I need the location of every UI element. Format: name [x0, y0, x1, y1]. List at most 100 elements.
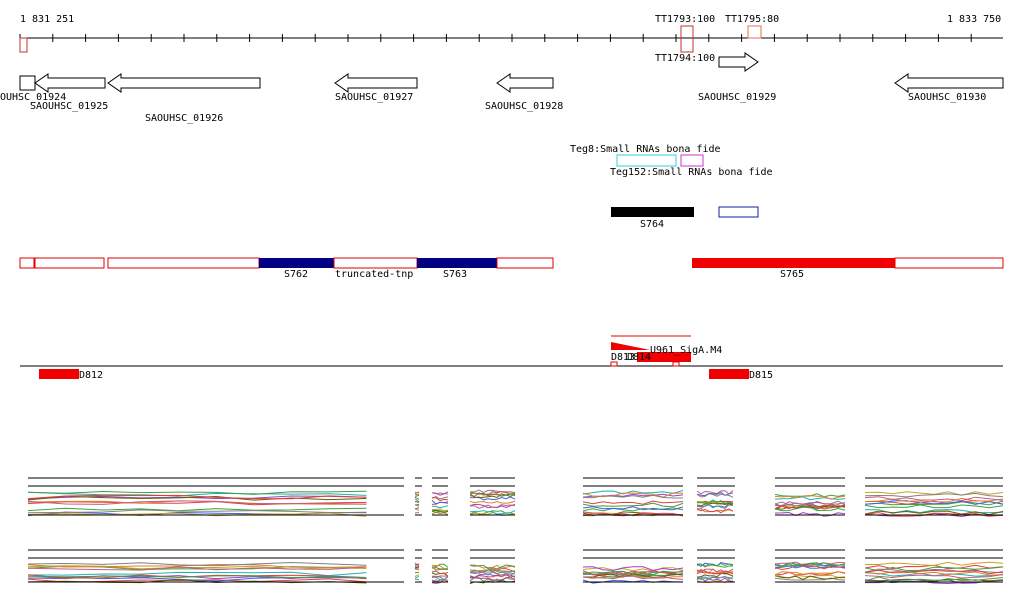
gene	[19, 75, 36, 91]
track-trace	[431, 511, 449, 516]
segment-label: truncated-tnp	[335, 269, 413, 280]
track-trace	[414, 575, 420, 579]
track-trace	[582, 502, 684, 508]
feature	[39, 369, 79, 379]
terminator	[19, 37, 28, 53]
track-trace	[27, 565, 367, 570]
gene-label: SAOUHSC_01928	[485, 101, 563, 112]
track-trace	[469, 576, 516, 581]
track-trace	[414, 571, 420, 574]
ruler-ticks	[19, 34, 972, 42]
track-trace	[414, 501, 420, 503]
track-trace	[774, 575, 845, 580]
srna-label: Teg8:Small RNAs bona fide	[570, 144, 721, 155]
gene	[894, 73, 1004, 93]
gene	[107, 73, 261, 93]
feature	[672, 361, 680, 367]
track-trace	[696, 571, 734, 575]
track-trace	[582, 575, 684, 580]
track-trace	[431, 496, 449, 500]
terminator	[680, 25, 694, 53]
track-trace	[582, 570, 684, 575]
gene	[334, 73, 418, 93]
segment	[692, 258, 895, 268]
track-trace	[469, 504, 516, 509]
track-trace	[414, 494, 420, 497]
track-trace	[431, 575, 449, 579]
terminator-label: TT1794:100	[655, 53, 715, 64]
feature-label: U961_SigA.M4	[650, 345, 722, 356]
track-trace	[864, 510, 1004, 516]
track-trace	[431, 505, 449, 509]
track-trace	[582, 500, 684, 505]
gene-label: SAOUHSC_01926	[145, 113, 223, 124]
track-trace	[414, 512, 420, 514]
track-trace	[414, 574, 420, 577]
track-trace	[431, 492, 449, 495]
terminator-label: TT1793:100	[655, 14, 715, 25]
segment	[496, 257, 554, 269]
track-trace	[774, 565, 846, 571]
genes	[19, 52, 1004, 93]
track-trace	[696, 572, 734, 578]
srna-box	[616, 154, 677, 167]
track-trace	[864, 574, 1004, 579]
track-trace	[865, 561, 1004, 567]
track-trace	[774, 504, 846, 510]
track-trace	[27, 507, 367, 512]
track-trace	[582, 570, 684, 576]
track-trace	[431, 570, 449, 575]
segment	[417, 258, 497, 268]
track-trace	[431, 508, 449, 512]
track-trace	[469, 569, 516, 573]
track-trace	[414, 566, 420, 569]
track-trace	[864, 504, 1004, 509]
track-trace	[27, 495, 367, 501]
track-trace	[431, 563, 449, 568]
track-trace	[864, 500, 1004, 505]
srna-label: S764	[640, 219, 664, 230]
terminator	[747, 25, 762, 39]
feature-label: D815	[749, 370, 773, 381]
gene-label: OUHSC_01924	[0, 92, 66, 103]
track-trace	[431, 510, 449, 513]
gene	[496, 73, 554, 93]
track-trace	[582, 494, 683, 499]
track-trace	[469, 574, 516, 579]
segment	[259, 258, 334, 268]
track-trace	[774, 562, 846, 568]
track-trace	[431, 578, 449, 584]
track-trace	[864, 576, 1004, 582]
track-trace	[696, 490, 734, 495]
track-trace	[27, 494, 367, 500]
track-trace	[27, 509, 367, 514]
track-trace	[582, 506, 684, 511]
track-trace	[469, 493, 516, 499]
track-trace	[431, 575, 449, 581]
feature	[610, 361, 618, 367]
srna-box	[680, 154, 704, 167]
track-trace	[414, 507, 420, 510]
track-trace	[414, 491, 420, 494]
track-trace	[774, 571, 846, 576]
track-trace	[864, 492, 1004, 498]
gene-label: SAOUHSC_01925	[30, 101, 108, 112]
track-trace	[696, 499, 734, 504]
track-trace	[27, 566, 367, 571]
terminator-label: TT1795:80	[725, 14, 779, 25]
track-trace	[414, 503, 420, 506]
track-trace	[431, 500, 449, 505]
feature	[637, 352, 691, 362]
segments	[19, 257, 1004, 269]
gene-label: SAOUHSC_01929	[698, 92, 776, 103]
segment	[894, 257, 1004, 269]
segment-label: S763	[443, 269, 467, 280]
gene-label: SAOUHSC_01927	[335, 92, 413, 103]
track-trace	[774, 501, 846, 507]
track-trace	[582, 490, 684, 495]
track-trace	[696, 563, 734, 567]
track-trace	[582, 566, 684, 572]
track-trace	[27, 491, 367, 497]
